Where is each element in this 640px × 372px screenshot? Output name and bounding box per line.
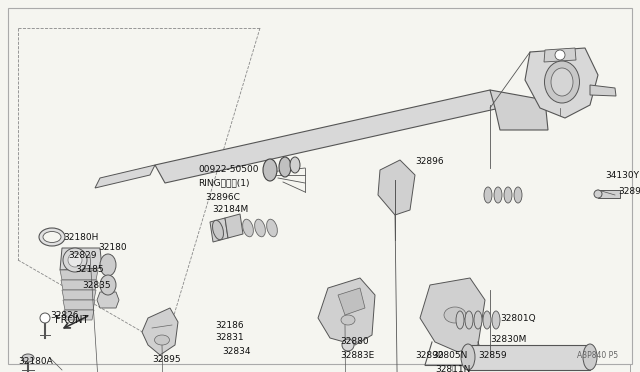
Ellipse shape — [551, 68, 573, 96]
Ellipse shape — [100, 275, 116, 295]
Ellipse shape — [484, 187, 492, 203]
Circle shape — [555, 50, 565, 60]
Circle shape — [40, 313, 50, 323]
Ellipse shape — [456, 311, 464, 329]
Polygon shape — [525, 48, 598, 118]
Polygon shape — [95, 165, 155, 188]
Text: 32880: 32880 — [340, 337, 369, 346]
Ellipse shape — [514, 187, 522, 203]
Polygon shape — [318, 278, 375, 345]
Text: 32829: 32829 — [68, 250, 97, 260]
Text: 32835: 32835 — [82, 280, 111, 289]
Ellipse shape — [545, 61, 579, 103]
Text: 32180A: 32180A — [18, 357, 52, 366]
Polygon shape — [142, 308, 178, 355]
Polygon shape — [63, 300, 95, 310]
Ellipse shape — [267, 219, 277, 237]
Polygon shape — [62, 290, 96, 300]
Circle shape — [342, 339, 354, 351]
Polygon shape — [544, 48, 576, 62]
Text: 32831: 32831 — [215, 334, 244, 343]
Text: 32830M: 32830M — [490, 336, 526, 344]
Text: 32185: 32185 — [75, 266, 104, 275]
Text: 32184M: 32184M — [212, 205, 248, 215]
Polygon shape — [97, 292, 119, 308]
Text: RINGリング(1): RINGリング(1) — [198, 179, 250, 187]
Polygon shape — [490, 90, 548, 130]
Ellipse shape — [583, 344, 597, 370]
Text: 00922-50500: 00922-50500 — [198, 166, 259, 174]
Ellipse shape — [263, 159, 277, 181]
Polygon shape — [378, 160, 415, 215]
Ellipse shape — [255, 219, 266, 237]
Text: 32826: 32826 — [50, 311, 79, 320]
Ellipse shape — [279, 157, 291, 177]
Text: A3P840 P5: A3P840 P5 — [577, 352, 618, 360]
Text: 32834: 32834 — [222, 347, 250, 356]
Polygon shape — [60, 270, 98, 280]
Polygon shape — [225, 214, 243, 238]
Polygon shape — [420, 278, 485, 352]
Circle shape — [63, 248, 87, 272]
Text: 32896: 32896 — [415, 157, 444, 167]
Text: 32801Q: 32801Q — [500, 314, 536, 323]
Text: 32898: 32898 — [618, 187, 640, 196]
Text: 32186: 32186 — [215, 321, 244, 330]
Ellipse shape — [504, 187, 512, 203]
Text: 32180H: 32180H — [63, 232, 99, 241]
Polygon shape — [155, 90, 500, 183]
Text: 32811N: 32811N — [435, 366, 470, 372]
Ellipse shape — [483, 311, 491, 329]
Text: 32895: 32895 — [152, 356, 180, 365]
Polygon shape — [338, 288, 365, 315]
Ellipse shape — [243, 219, 253, 237]
Ellipse shape — [290, 157, 300, 173]
Polygon shape — [590, 85, 616, 96]
Ellipse shape — [594, 190, 602, 198]
Text: FRONT: FRONT — [55, 315, 89, 325]
Circle shape — [68, 253, 82, 267]
Ellipse shape — [494, 187, 502, 203]
Text: 32859: 32859 — [478, 350, 507, 359]
Polygon shape — [598, 190, 620, 198]
Ellipse shape — [22, 354, 34, 362]
Ellipse shape — [341, 315, 355, 325]
Text: 32883E: 32883E — [340, 350, 374, 359]
Bar — [452, 310, 630, 372]
Ellipse shape — [154, 335, 170, 345]
Ellipse shape — [212, 220, 223, 240]
Polygon shape — [468, 345, 590, 370]
Ellipse shape — [43, 231, 61, 243]
Ellipse shape — [492, 311, 500, 329]
Text: 32890: 32890 — [415, 350, 444, 359]
Ellipse shape — [100, 254, 116, 276]
Polygon shape — [61, 280, 97, 290]
Polygon shape — [210, 218, 228, 242]
Ellipse shape — [39, 228, 65, 246]
Text: 32896C: 32896C — [205, 192, 240, 202]
Ellipse shape — [444, 307, 466, 323]
Ellipse shape — [465, 311, 473, 329]
Text: 34130Y: 34130Y — [605, 170, 639, 180]
Text: 32805N: 32805N — [432, 352, 467, 360]
Text: 32180: 32180 — [98, 244, 127, 253]
Ellipse shape — [474, 311, 482, 329]
Polygon shape — [60, 248, 102, 270]
Polygon shape — [64, 310, 94, 320]
Ellipse shape — [461, 344, 475, 370]
